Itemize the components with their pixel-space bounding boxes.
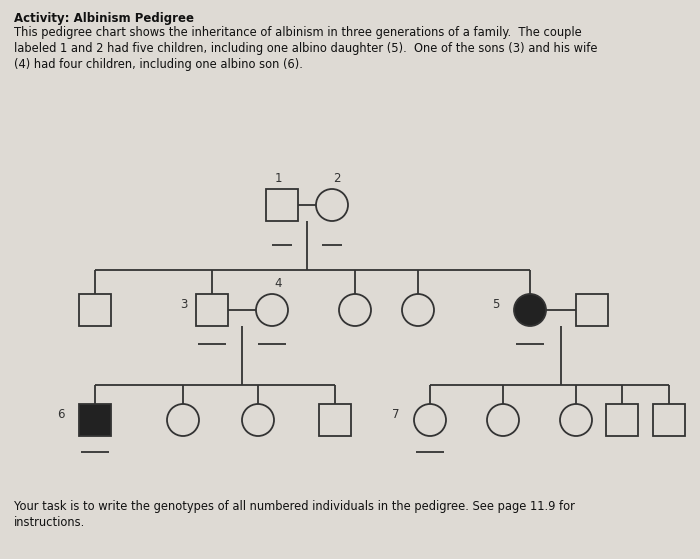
Circle shape (487, 404, 519, 436)
Bar (79, 294, 111, 326)
Circle shape (514, 294, 546, 326)
Text: (4) had four children, including one albino son (6).: (4) had four children, including one alb… (14, 58, 303, 71)
Bar (653, 404, 685, 436)
Bar (266, 189, 298, 221)
Text: 5: 5 (492, 297, 500, 310)
Text: This pedigree chart shows the inheritance of albinism in three generations of a : This pedigree chart shows the inheritanc… (14, 26, 582, 39)
Text: 2: 2 (333, 172, 341, 185)
Text: Activity: Albinism Pedigree: Activity: Albinism Pedigree (14, 12, 194, 25)
Text: labeled 1 and 2 had five children, including one albino daughter (5).  One of th: labeled 1 and 2 had five children, inclu… (14, 42, 598, 55)
Text: 6: 6 (57, 408, 64, 420)
Circle shape (414, 404, 446, 436)
Text: 3: 3 (181, 297, 188, 310)
Circle shape (167, 404, 199, 436)
Bar (79, 404, 111, 436)
Circle shape (256, 294, 288, 326)
Text: Your task is to write the genotypes of all numbered individuals in the pedigree.: Your task is to write the genotypes of a… (14, 500, 575, 513)
Circle shape (560, 404, 592, 436)
Circle shape (339, 294, 371, 326)
Circle shape (316, 189, 348, 221)
Bar (606, 404, 638, 436)
Text: 1: 1 (274, 172, 281, 185)
Bar (319, 404, 351, 436)
Circle shape (402, 294, 434, 326)
Text: instructions.: instructions. (14, 516, 85, 529)
Circle shape (242, 404, 274, 436)
Bar (196, 294, 228, 326)
Bar (576, 294, 608, 326)
Text: 4: 4 (274, 277, 281, 290)
Text: 7: 7 (392, 408, 400, 420)
